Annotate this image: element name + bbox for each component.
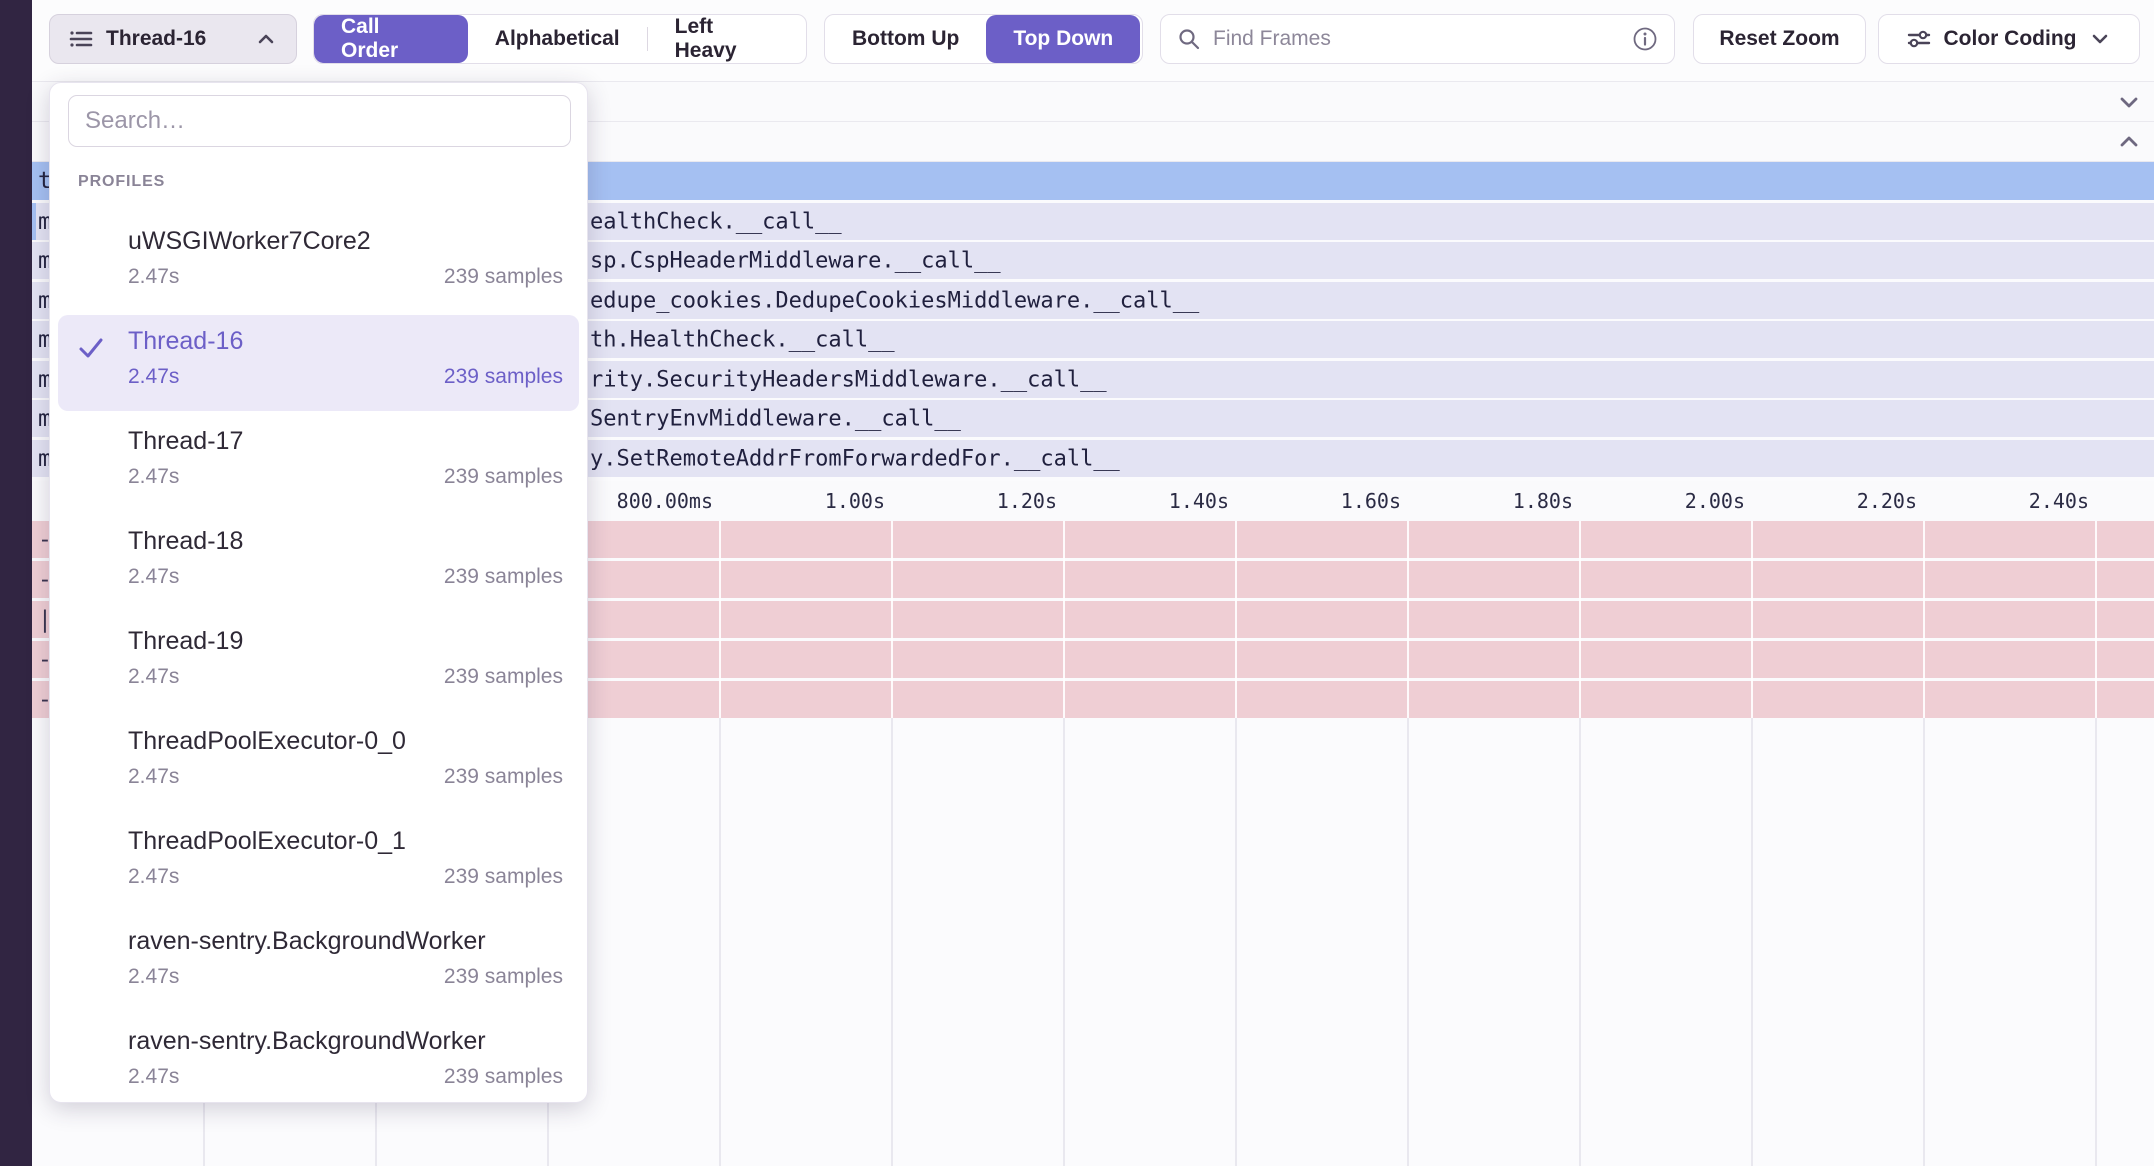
profile-item[interactable]: Thread-19 2.47s 239 samples [50,613,587,713]
frame-text: sp.CspHeaderMiddleware.__call__ [590,248,1001,273]
axis-tick: 1.00s [705,489,885,513]
axis-tick: 1.20s [877,489,1057,513]
profile-samples: 239 samples [444,765,563,789]
chevron-up-icon [254,27,278,51]
profile-duration: 2.47s [128,665,179,689]
profile-duration: 2.47s [128,465,179,489]
axis-tick: 2.40s [1909,489,2089,513]
profile-item[interactable]: Thread-17 2.47s 239 samples [50,413,587,513]
expand-chevron-down-icon[interactable] [2114,87,2144,117]
frame-text: th.HealthCheck.__call__ [590,327,895,352]
profile-name: ThreadPoolExecutor-0_1 [128,827,406,856]
profile-duration: 2.47s [128,765,179,789]
info-icon[interactable] [1632,26,1658,52]
list-icon [68,26,94,52]
left-heavy-button[interactable]: Left Heavy [648,15,806,63]
profile-name: Thread-18 [128,527,243,556]
frame-text: edupe_cookies.DedupeCookiesMiddleware.__… [590,288,1199,313]
profile-duration: 2.47s [128,965,179,989]
profile-duration: 2.47s [128,865,179,889]
profile-name: Thread-17 [128,427,243,456]
sort-segmented-control: Call Order Alphabetical Left Heavy [313,14,807,64]
gridline [1235,521,1237,718]
call-order-button[interactable]: Call Order [314,15,468,63]
profile-duration: 2.47s [128,365,179,389]
frame-text: ealthCheck.__call__ [590,209,842,234]
profile-name: Thread-16 [128,327,243,356]
direction-segmented-control: Bottom Up Top Down [824,14,1143,64]
search-icon [1177,27,1201,51]
gridline [1751,718,1753,1166]
gridline [1063,521,1065,718]
profile-duration: 2.47s [128,565,179,589]
thread-selector-button[interactable]: Thread-16 [49,14,297,64]
profile-samples: 239 samples [444,365,563,389]
profile-search-input[interactable]: Search… [68,95,571,147]
gridline [1063,718,1065,1166]
profile-item[interactable]: Thread-16 2.47s 239 samples [50,313,587,413]
profile-duration: 2.47s [128,1065,179,1089]
profile-item[interactable]: uWSGIWorker7Core2 2.47s 239 samples [50,213,587,313]
gridline [2095,521,2097,718]
gridline [1235,718,1237,1166]
profile-samples: 239 samples [444,865,563,889]
axis-tick: 1.40s [1049,489,1229,513]
frame-text: rity.SecurityHeadersMiddleware.__call__ [590,367,1107,392]
axis-tick: 2.20s [1737,489,1917,513]
profiles-dropdown: Search… PROFILES uWSGIWorker7Core2 2.47s 2… [49,82,588,1103]
gridline [1751,521,1753,718]
profile-samples: 239 samples [444,965,563,989]
find-frames-input[interactable]: Find Frames [1160,14,1675,64]
profile-samples: 239 samples [444,1065,563,1089]
gridline [1923,718,1925,1166]
check-icon [76,333,106,363]
gridline [1407,718,1409,1166]
profile-name: ThreadPoolExecutor-0_0 [128,727,406,756]
gridline [1579,718,1581,1166]
find-frames-placeholder: Find Frames [1213,27,1331,51]
profile-samples: 239 samples [444,565,563,589]
profile-samples: 239 samples [444,265,563,289]
frame-text: SentryEnvMiddleware.__call__ [590,406,961,431]
profile-item[interactable]: ThreadPoolExecutor-0_0 2.47s 239 samples [50,713,587,813]
profile-name: uWSGIWorker7Core2 [128,227,371,256]
profile-name: raven-sentry.BackgroundWorker [128,1027,486,1056]
profile-item[interactable]: raven-sentry.BackgroundWorker 2.47s 239 sa… [50,913,587,1013]
profile-name: Thread-19 [128,627,243,656]
selected-frame-edge [32,203,36,240]
frame-text: y.SetRemoteAddrFromForwardedFor.__call__ [590,446,1120,471]
profiler-app: Thread-16 Call Order Alphabetical Left H… [0,0,2154,1166]
gridline [2095,718,2097,1166]
profile-item[interactable]: Thread-18 2.47s 239 samples [50,513,587,613]
gridline [891,521,893,718]
profile-samples: 239 samples [444,665,563,689]
alphabetical-button[interactable]: Alphabetical [468,15,647,63]
profile-duration: 2.47s [128,265,179,289]
gridline [1579,521,1581,718]
sliders-icon [1906,26,1932,52]
color-coding-label: Color Coding [1944,27,2077,51]
toolbar: Thread-16 Call Order Alphabetical Left H… [32,0,2154,81]
top-down-button[interactable]: Top Down [986,15,1140,63]
profile-item[interactable]: raven-sentry.BackgroundWorker 2.47s 239 sa… [50,1013,587,1113]
gridline [1923,521,1925,718]
sidebar-strip [0,0,32,1166]
gridline [1407,521,1409,718]
profile-item[interactable]: ThreadPoolExecutor-0_1 2.47s 239 samples [50,813,587,913]
collapse-chevron-up-icon[interactable] [2114,127,2144,157]
axis-tick: 1.80s [1393,489,1573,513]
gridline [719,718,721,1166]
bottom-up-button[interactable]: Bottom Up [825,15,986,63]
profile-samples: 239 samples [444,465,563,489]
axis-tick: 2.00s [1565,489,1745,513]
axis-tick: 1.60s [1221,489,1401,513]
chevron-down-icon [2088,27,2112,51]
profile-name: raven-sentry.BackgroundWorker [128,927,486,956]
profiles-section-label: PROFILES [78,173,165,191]
thread-selector-label: Thread-16 [106,27,206,51]
gridline [891,718,893,1166]
gridline [719,521,721,718]
color-coding-button[interactable]: Color Coding [1878,14,2140,64]
reset-zoom-button[interactable]: Reset Zoom [1693,14,1866,64]
